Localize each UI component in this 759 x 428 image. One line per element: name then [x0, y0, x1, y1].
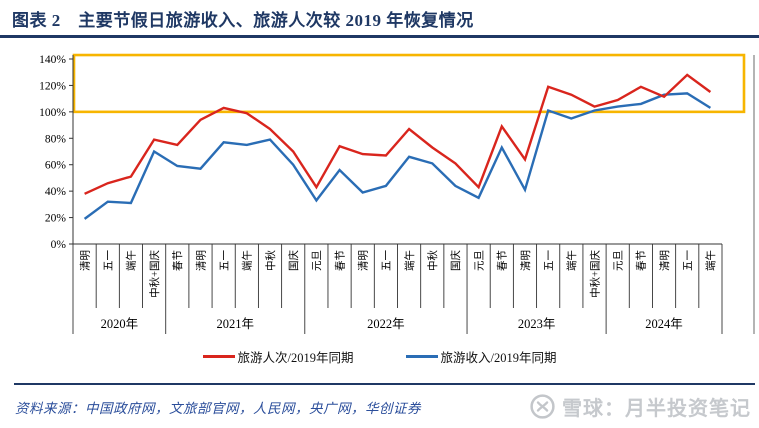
- line-chart: 0%20%40%60%80%100%120%140%清明 五一 端午 中秋+国庆 春节清…: [39, 53, 755, 334]
- legend-label-tourist-trips: 旅游人次/2019年同期: [237, 350, 354, 365]
- x-category-label: 春节: [172, 250, 184, 271]
- legend-line-red: [202, 354, 235, 358]
- x-category-label: 元旦: [612, 250, 624, 271]
- legend-label-tourism-revenue: 旅游收入/2019年同期: [440, 350, 557, 365]
- title-rule: [0, 35, 759, 38]
- x-category-label: 春节: [636, 250, 648, 271]
- x-category-label: 五一: [683, 250, 694, 271]
- y-tick-label: 100%: [39, 107, 66, 119]
- x-category-label: 端午: [241, 250, 254, 271]
- x-category-label: 端午: [125, 250, 138, 271]
- x-category-label: 清明: [78, 250, 91, 271]
- y-tick-label: 80%: [45, 133, 67, 145]
- source-text: 资料来源：中国政府网，文旅部官网，人民网，央广网，华创证券: [15, 400, 421, 416]
- y-tick-label: 20%: [45, 213, 67, 225]
- x-category-label: 端午: [403, 250, 416, 271]
- x-category-label: 清明: [519, 250, 532, 271]
- watermark: 雪球：月半投资笔记: [529, 392, 751, 421]
- series-line-tourism-revenue: [83, 92, 712, 220]
- x-category-label: 端午: [704, 250, 717, 271]
- y-tick-label: 120%: [39, 80, 66, 92]
- highlight-box: [72, 53, 746, 114]
- x-category-label: 春节: [497, 250, 509, 271]
- year-group-label: 2022年: [367, 317, 405, 331]
- x-category-label: 中秋+国庆: [588, 250, 601, 298]
- y-tick-label: 40%: [45, 186, 67, 198]
- x-category-label: 五一: [382, 250, 393, 271]
- x-category-label: 端午: [565, 250, 578, 271]
- x-category-label: 元旦: [473, 250, 485, 271]
- x-category-label: 国庆: [449, 250, 462, 271]
- x-category-label: 五一: [104, 250, 115, 271]
- x-category-label: 中秋: [426, 250, 439, 271]
- footer: 资料来源：中国政府网，文旅部官网，人民网，央广网，华创证券 雪球：月半投资笔记: [0, 385, 759, 421]
- x-category-label: 中秋+国庆: [148, 250, 161, 298]
- x-category-label: 国庆: [287, 250, 300, 271]
- x-category-label: 春节: [334, 250, 346, 271]
- legend-item-tourist-trips: 旅游人次/2019年同期: [202, 347, 354, 366]
- year-group-label: 2024年: [645, 317, 683, 331]
- footer-rule: [14, 383, 755, 385]
- figure-title: 图表 2 主要节假日旅游收入、旅游人次较 2019 年恢复情况: [12, 11, 474, 30]
- legend-item-tourism-revenue: 旅游收入/2019年同期: [405, 347, 557, 366]
- chart-legend: 旅游人次/2019年同期 旅游收入/2019年同期: [0, 347, 759, 366]
- year-group-label: 2023年: [518, 317, 556, 331]
- x-category-label: 清明: [658, 250, 671, 271]
- x-category-label: 元旦: [311, 250, 323, 271]
- x-category-label: 清明: [194, 250, 207, 271]
- x-category-label: 五一: [219, 250, 230, 271]
- series-line-tourist-trips: [84, 73, 712, 195]
- y-tick-label: 140%: [39, 54, 66, 66]
- x-category-label: 中秋: [264, 250, 277, 271]
- y-tick-label: 60%: [45, 160, 67, 172]
- y-tick-label: 0%: [51, 239, 67, 251]
- x-category-label: 五一: [544, 250, 555, 271]
- watermark-text: 雪球：月半投资笔记: [562, 398, 751, 420]
- x-category-label: 清明: [357, 250, 370, 271]
- xueqiu-logo-icon: [530, 394, 555, 419]
- legend-line-blue: [405, 354, 438, 358]
- year-group-label: 2021年: [216, 317, 254, 331]
- year-group-label: 2020年: [101, 317, 139, 331]
